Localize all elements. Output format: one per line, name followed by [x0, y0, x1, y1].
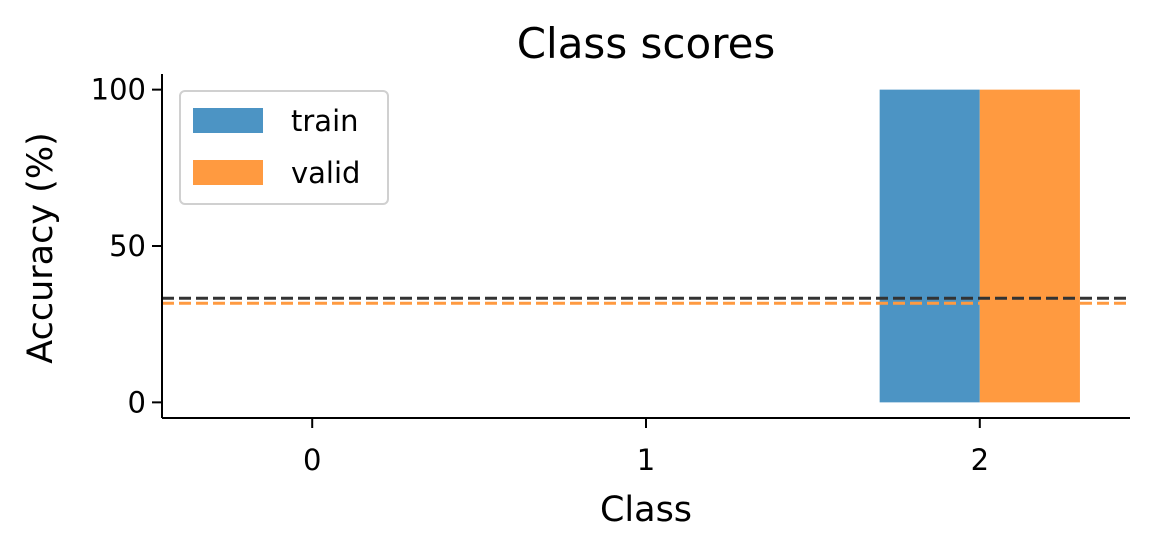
legend-label-valid: valid — [291, 156, 360, 190]
y-axis-title: Accuracy (%) — [21, 132, 61, 363]
bar-valid-2 — [979, 89, 1080, 403]
legend: train valid — [179, 90, 389, 205]
x-axis-title: Class — [600, 490, 692, 530]
plot-area — [162, 89, 1130, 403]
legend-label-train: train — [291, 104, 359, 138]
x-tick-label: 2 — [971, 443, 989, 477]
x-tick-label: 1 — [637, 443, 655, 477]
legend-swatch-train — [193, 108, 263, 133]
y-tick-label: 100 — [91, 73, 146, 107]
x-tick-label: 0 — [303, 443, 321, 477]
ticks: 0 50 100 0 1 2 — [91, 73, 989, 477]
legend-swatch-valid — [193, 160, 263, 185]
chart-title: Class scores — [517, 19, 776, 68]
bar-train-2 — [879, 89, 980, 403]
y-tick-label: 50 — [109, 229, 146, 263]
y-tick-label: 0 — [128, 385, 146, 419]
